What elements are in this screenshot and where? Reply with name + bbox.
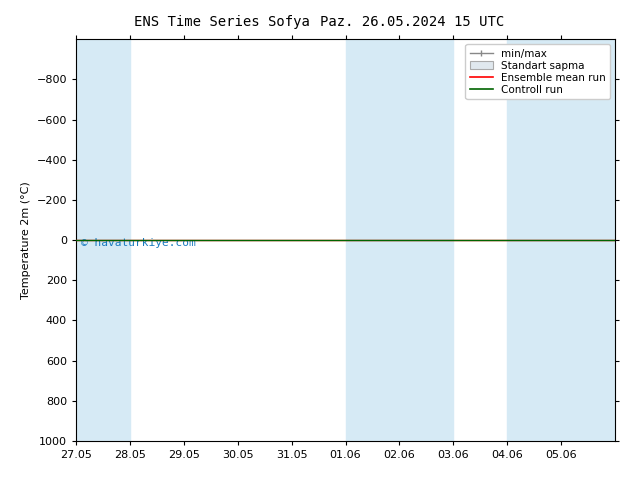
Bar bbox=[561, 39, 615, 441]
Legend: min/max, Standart sapma, Ensemble mean run, Controll run: min/max, Standart sapma, Ensemble mean r… bbox=[465, 45, 610, 99]
Text: Paz. 26.05.2024 15 UTC: Paz. 26.05.2024 15 UTC bbox=[320, 15, 504, 29]
Text: ENS Time Series Sofya: ENS Time Series Sofya bbox=[134, 15, 310, 29]
Text: © havaturkiye.com: © havaturkiye.com bbox=[81, 238, 196, 248]
Bar bbox=[76, 39, 130, 441]
Bar bbox=[346, 39, 399, 441]
Y-axis label: Temperature 2m (°C): Temperature 2m (°C) bbox=[21, 181, 31, 299]
Bar bbox=[507, 39, 561, 441]
Bar bbox=[399, 39, 453, 441]
